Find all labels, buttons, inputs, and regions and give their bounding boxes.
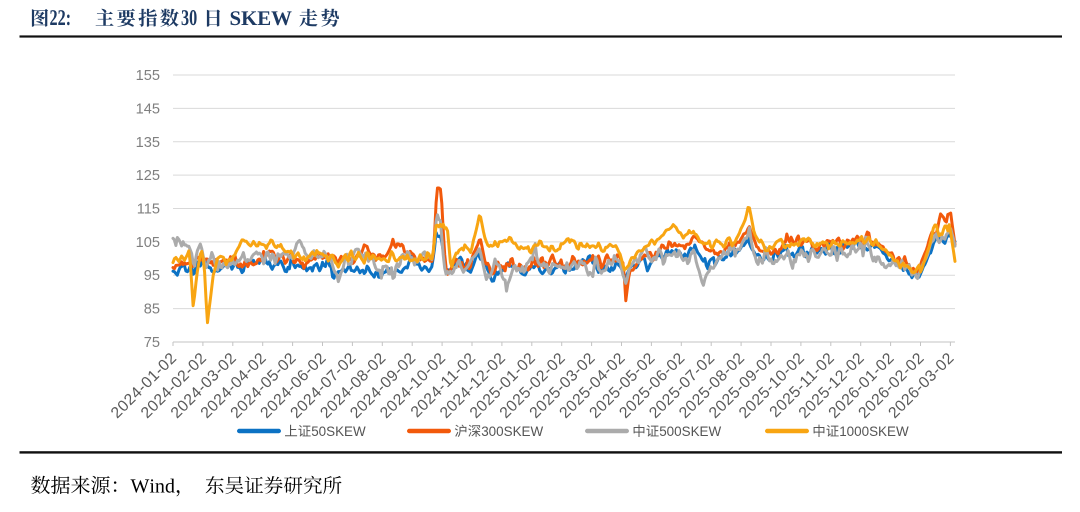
svg-text:500SKEW: 500SKEW xyxy=(659,424,721,439)
svg-text:75: 75 xyxy=(144,335,160,351)
svg-text:155: 155 xyxy=(136,68,160,84)
svg-text:85: 85 xyxy=(144,302,160,318)
svg-text:95: 95 xyxy=(144,268,160,284)
svg-text:50SKEW: 50SKEW xyxy=(311,424,366,439)
svg-text:135: 135 xyxy=(136,135,160,151)
svg-text:105: 105 xyxy=(136,235,160,251)
svg-text:115: 115 xyxy=(137,202,160,218)
svg-text:300SKEW: 300SKEW xyxy=(481,424,543,439)
svg-text:1000SKEW: 1000SKEW xyxy=(839,424,909,439)
svg-text:145: 145 xyxy=(136,101,160,117)
svg-text:125: 125 xyxy=(136,168,160,184)
